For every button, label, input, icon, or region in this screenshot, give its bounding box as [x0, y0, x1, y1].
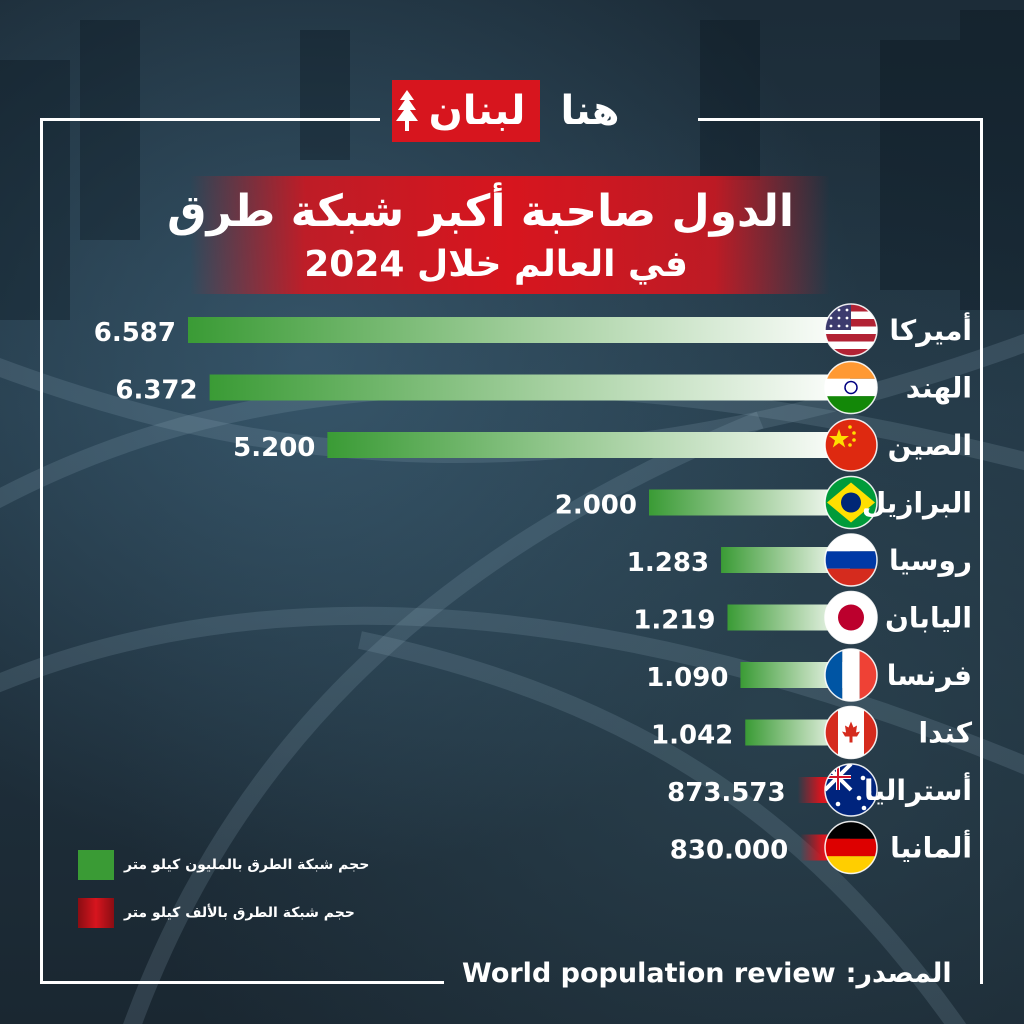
- source-line: World population review المصدر:: [462, 958, 952, 989]
- source-label: المصدر:: [845, 958, 952, 989]
- bar-3: [649, 489, 850, 516]
- legend-swatch-green: [78, 850, 114, 880]
- chart-title: الدول صاحبة أكبر شبكة طرق: [167, 186, 794, 237]
- value-label-4: 1.283: [627, 548, 709, 578]
- value-label-2: 5.200: [233, 433, 315, 463]
- frame-top-left: [40, 118, 380, 121]
- canada-flag-icon: [824, 705, 878, 760]
- japan-flag-icon: [824, 590, 878, 645]
- china-flag-icon: [824, 418, 878, 472]
- country-label-6: فرنسا: [887, 659, 972, 692]
- logo-word-red: لبنان: [428, 88, 526, 134]
- logo-word-white: هنا: [560, 88, 620, 134]
- country-label-5: اليابان: [885, 602, 972, 635]
- brazil-flag-icon: [824, 475, 878, 530]
- country-label-0: أميركا: [889, 312, 972, 347]
- country-label-2: الصين: [888, 429, 972, 462]
- value-label-7: 1.042: [651, 721, 733, 751]
- logo-badge: لبنان: [392, 80, 540, 142]
- russia-flag-icon: [824, 533, 878, 587]
- legend-swatch-red: [78, 898, 114, 928]
- value-label-6: 1.090: [646, 663, 728, 693]
- country-label-7: كندا: [919, 717, 973, 750]
- logo: لبنان هنا: [392, 80, 636, 142]
- value-label-5: 1.219: [633, 606, 715, 636]
- title-band: [190, 176, 830, 294]
- source-value: World population review: [462, 958, 836, 989]
- country-label-8: أستراليا: [864, 772, 972, 807]
- country-label-9: ألمانيا: [890, 830, 972, 865]
- bar-0: [188, 317, 851, 343]
- frame-bottom: [40, 981, 444, 984]
- frame-top-right: [698, 118, 983, 121]
- value-label-1: 6.372: [115, 376, 197, 406]
- legend-label-thousand: حجم شبكة الطرق بالألف كيلو متر: [124, 905, 355, 921]
- bar-1: [209, 374, 850, 401]
- country-label-3: البرازيل: [862, 487, 972, 520]
- chart-subtitle: في العالم خلال 2024: [304, 244, 688, 285]
- value-label-0: 6.587: [94, 318, 176, 348]
- legend-item-thousand: حجم شبكة الطرق بالألف كيلو متر: [78, 898, 355, 928]
- country-label-1: الهند: [906, 372, 972, 405]
- legend-item-million: حجم شبكة الطرق بالمليون كيلو متر: [78, 850, 369, 880]
- india-flag-icon: [824, 360, 878, 415]
- usa-flag-icon: [824, 303, 878, 357]
- france-flag-icon: [824, 648, 878, 702]
- value-label-9: 830.000: [670, 836, 788, 866]
- germany-flag-icon: [824, 820, 878, 875]
- value-label-8: 873.573: [667, 778, 785, 808]
- country-label-4: روسيا: [889, 544, 972, 577]
- cedar-icon: [396, 90, 418, 131]
- value-label-3: 2.000: [555, 491, 637, 521]
- bar-2: [327, 432, 850, 458]
- legend-label-million: حجم شبكة الطرق بالمليون كيلو متر: [124, 857, 370, 873]
- frame-right: [980, 118, 983, 984]
- frame-left: [40, 118, 43, 984]
